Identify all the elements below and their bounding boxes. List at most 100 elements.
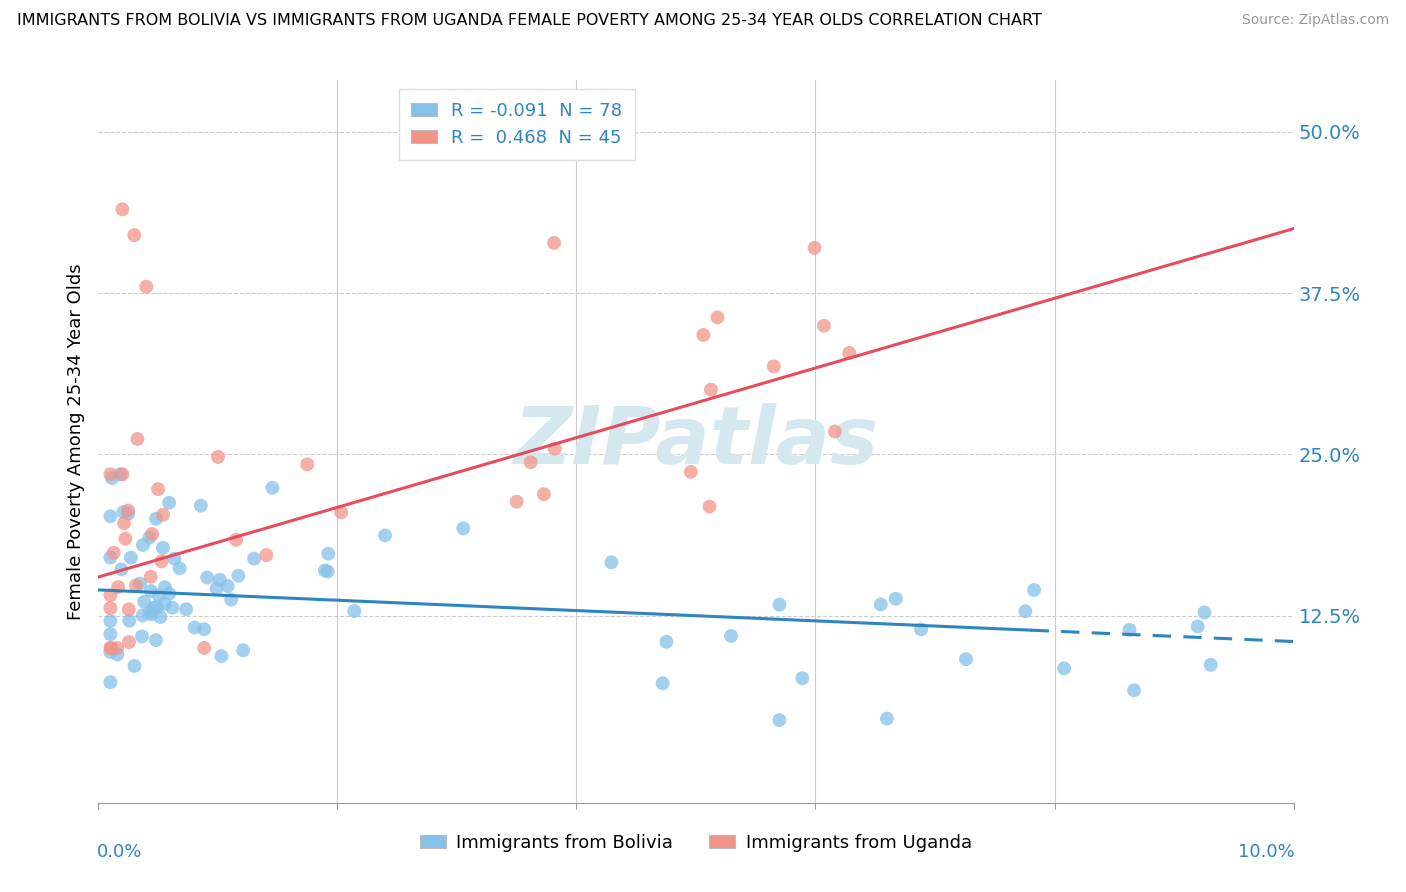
Text: ZIPatlas: ZIPatlas bbox=[513, 402, 879, 481]
Point bbox=[209, 649, 232, 664]
Point bbox=[543, 235, 565, 250]
Point bbox=[141, 607, 163, 622]
Point bbox=[374, 528, 396, 542]
Point bbox=[148, 588, 170, 602]
Point bbox=[330, 505, 353, 519]
Point bbox=[316, 547, 339, 561]
Point bbox=[884, 591, 907, 606]
Point bbox=[720, 629, 742, 643]
Point bbox=[193, 640, 215, 655]
Point bbox=[651, 676, 673, 690]
Point bbox=[131, 629, 153, 643]
Point bbox=[112, 505, 135, 519]
Point bbox=[1123, 683, 1146, 698]
Point bbox=[110, 467, 132, 482]
Point bbox=[243, 551, 266, 566]
Point bbox=[1187, 619, 1209, 633]
Point bbox=[768, 598, 790, 612]
Point bbox=[132, 538, 155, 552]
Point bbox=[157, 496, 180, 510]
Point bbox=[1022, 582, 1045, 597]
Point bbox=[544, 442, 567, 456]
Point bbox=[141, 527, 163, 541]
Point bbox=[208, 573, 231, 587]
Point bbox=[142, 600, 165, 615]
Point bbox=[153, 580, 176, 594]
Point bbox=[699, 500, 721, 514]
Point bbox=[111, 467, 134, 482]
Point bbox=[600, 555, 623, 569]
Point bbox=[838, 346, 860, 360]
Point bbox=[98, 675, 122, 690]
Point bbox=[700, 383, 723, 397]
Text: IMMIGRANTS FROM BOLIVIA VS IMMIGRANTS FROM UGANDA FEMALE POVERTY AMONG 25-34 YEA: IMMIGRANTS FROM BOLIVIA VS IMMIGRANTS FR… bbox=[17, 13, 1042, 29]
Point bbox=[225, 533, 247, 547]
Point bbox=[153, 597, 176, 611]
Point bbox=[98, 640, 122, 655]
Point bbox=[101, 471, 124, 485]
Point bbox=[98, 588, 122, 602]
Point bbox=[112, 516, 135, 531]
Point bbox=[98, 550, 122, 565]
Point bbox=[174, 602, 197, 616]
Point bbox=[124, 659, 146, 673]
Point bbox=[118, 602, 141, 616]
Point bbox=[127, 432, 149, 446]
Point bbox=[152, 508, 174, 522]
Point bbox=[219, 592, 242, 607]
Point bbox=[98, 467, 122, 482]
Point bbox=[105, 640, 128, 655]
Point bbox=[803, 241, 825, 255]
Point bbox=[107, 648, 129, 662]
Point bbox=[152, 541, 174, 555]
Point bbox=[205, 582, 228, 596]
Point bbox=[262, 481, 284, 495]
Point bbox=[100, 640, 122, 655]
Point bbox=[111, 202, 134, 217]
Point bbox=[134, 595, 156, 609]
Point bbox=[533, 487, 555, 501]
Point bbox=[98, 509, 122, 524]
Point bbox=[692, 328, 714, 343]
Point bbox=[118, 614, 141, 628]
Point bbox=[150, 554, 173, 568]
Point bbox=[217, 579, 239, 593]
Point bbox=[1053, 661, 1076, 675]
Point bbox=[139, 584, 162, 599]
Text: Source: ZipAtlas.com: Source: ZipAtlas.com bbox=[1241, 13, 1389, 28]
Point bbox=[207, 450, 229, 464]
Text: 0.0%: 0.0% bbox=[97, 843, 142, 861]
Point bbox=[228, 568, 250, 582]
Point bbox=[129, 576, 152, 591]
Point bbox=[955, 652, 977, 666]
Y-axis label: Female Poverty Among 25-34 Year Olds: Female Poverty Among 25-34 Year Olds bbox=[66, 263, 84, 620]
Legend: Immigrants from Bolivia, Immigrants from Uganda: Immigrants from Bolivia, Immigrants from… bbox=[413, 826, 979, 859]
Point bbox=[125, 578, 148, 592]
Point bbox=[145, 512, 167, 526]
Point bbox=[869, 598, 891, 612]
Point bbox=[146, 600, 169, 615]
Point bbox=[139, 570, 162, 584]
Text: 10.0%: 10.0% bbox=[1237, 843, 1295, 861]
Point bbox=[110, 562, 132, 576]
Point bbox=[297, 457, 319, 471]
Point bbox=[792, 671, 814, 685]
Point bbox=[107, 580, 129, 594]
Point bbox=[190, 499, 212, 513]
Point bbox=[138, 605, 160, 619]
Point bbox=[876, 712, 898, 726]
Point bbox=[183, 620, 205, 634]
Point bbox=[193, 622, 215, 636]
Point bbox=[98, 627, 122, 641]
Point bbox=[195, 570, 218, 584]
Point bbox=[519, 455, 541, 469]
Point bbox=[813, 318, 835, 333]
Point bbox=[506, 494, 529, 508]
Point bbox=[157, 586, 180, 600]
Point bbox=[98, 645, 122, 659]
Point bbox=[145, 633, 167, 648]
Point bbox=[138, 531, 160, 545]
Point bbox=[120, 550, 142, 565]
Point bbox=[1199, 657, 1222, 672]
Point bbox=[135, 279, 157, 293]
